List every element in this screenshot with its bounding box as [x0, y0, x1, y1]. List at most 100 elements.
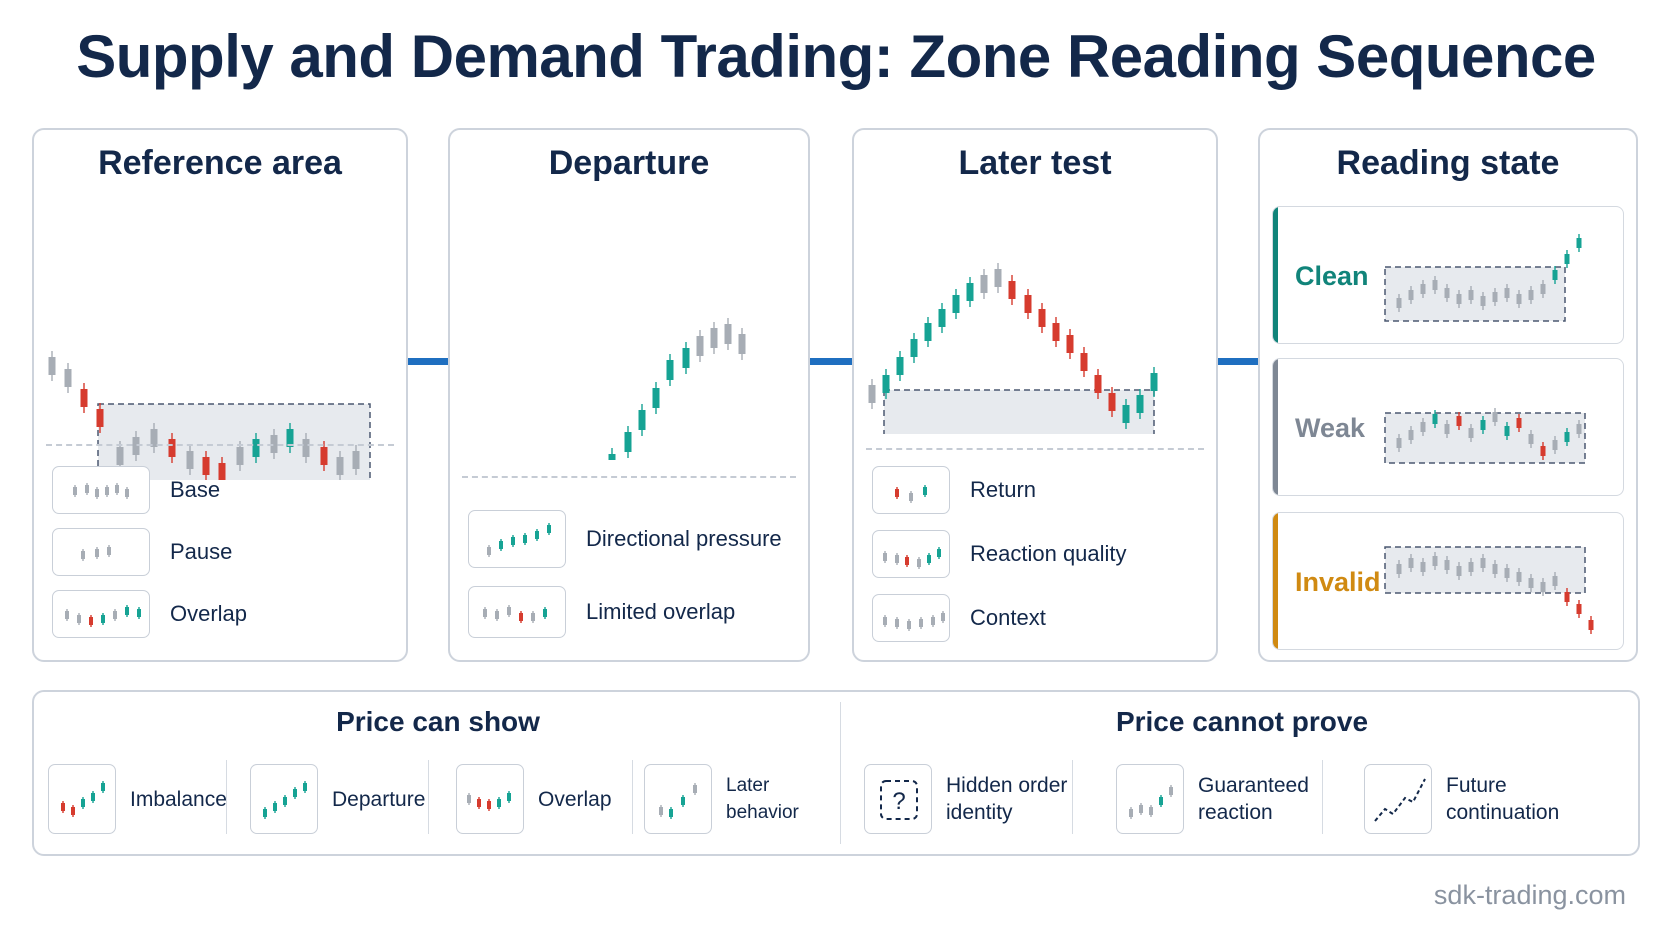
candle: [669, 807, 673, 819]
candle: [1504, 422, 1510, 440]
candle: [91, 791, 95, 803]
candle: [1408, 286, 1414, 304]
candle: [1408, 554, 1414, 572]
panel-title: Departure: [548, 144, 710, 182]
candle: [937, 547, 941, 559]
footer-watermark: sdk-trading.com: [1433, 880, 1626, 910]
item-label: Future continuation: [1446, 774, 1560, 824]
candle: [535, 529, 539, 541]
section-divider: [462, 476, 796, 478]
candle: [320, 441, 328, 471]
legend-label: Reaction quality: [970, 541, 1127, 566]
item-divider: [1322, 760, 1323, 834]
candle: [1456, 412, 1462, 430]
candle: [1136, 389, 1144, 419]
candle: [495, 609, 499, 621]
candle: [693, 783, 697, 795]
candle: [931, 615, 935, 627]
candle: [905, 555, 909, 567]
candle: [1456, 562, 1462, 580]
later-behavior-icon: [644, 764, 712, 834]
zone-box: [1384, 412, 1586, 464]
candle: [682, 342, 690, 374]
candle: [909, 491, 913, 503]
candle: [652, 382, 660, 414]
context-candles-icon: [872, 594, 950, 642]
item-divider: [428, 760, 429, 834]
candle: [1038, 303, 1046, 333]
legend-label: Context: [970, 605, 1046, 630]
section-divider: [46, 444, 394, 446]
candle: [507, 791, 511, 803]
candle: [1408, 426, 1414, 444]
item-label: Later behavior: [726, 775, 799, 823]
section-divider: [866, 448, 1204, 450]
candle: [1564, 250, 1570, 268]
candle: [724, 318, 732, 350]
state-label: Weak: [1295, 413, 1366, 443]
candle: [487, 545, 491, 557]
candle: [302, 433, 310, 463]
candle: [1066, 329, 1074, 359]
candle: [80, 383, 88, 413]
candle: [81, 797, 85, 809]
candle: [477, 797, 481, 809]
overlap-candles-icon: [52, 590, 150, 638]
state-accent-bar: [1273, 207, 1278, 343]
directional-candles-icon: [468, 510, 566, 568]
candle: [896, 351, 904, 381]
candle: [96, 403, 104, 433]
candle: [101, 613, 105, 625]
legend-label: Pause: [170, 539, 233, 564]
candle: [1480, 292, 1486, 310]
candle: [1444, 420, 1450, 438]
candle: [980, 269, 988, 299]
item-divider: [632, 760, 633, 834]
candle: [1129, 807, 1133, 819]
candle: [273, 801, 277, 813]
candle: [1468, 558, 1474, 576]
candle: [919, 617, 923, 629]
item-label: Departure: [332, 787, 426, 811]
candle: [624, 426, 632, 458]
candle: [547, 523, 551, 535]
imbalance-icon: [48, 764, 116, 834]
item-label: Hidden order identity: [946, 774, 1068, 824]
candle: [1516, 414, 1522, 432]
legend-label: Directional pressure: [586, 526, 782, 551]
candle: [113, 609, 117, 621]
candle: [883, 551, 887, 563]
candle: [1108, 387, 1116, 417]
dashed-trend-icon: [1364, 764, 1432, 834]
limited-overlap-candles-icon: [468, 586, 566, 638]
cannot-prove-title: Price cannot prove: [1115, 706, 1369, 737]
candle: [150, 423, 158, 453]
candle: [608, 448, 616, 460]
state-card-invalid: Invalid: [1272, 512, 1624, 650]
panel-later-test: Later test Return Reaction quality Conte…: [852, 128, 1218, 662]
candle: [1396, 294, 1402, 312]
candle: [1552, 572, 1558, 590]
candle: [941, 611, 945, 623]
candle: [883, 615, 887, 627]
candle: [1008, 275, 1016, 305]
candle: [252, 433, 260, 463]
candle: [1528, 286, 1534, 304]
panel-title: Reading state: [1336, 144, 1560, 182]
candle: [1420, 418, 1426, 436]
candle: [115, 483, 119, 495]
candle: [966, 277, 974, 307]
candle: [64, 363, 72, 393]
state-label: Clean: [1295, 261, 1369, 291]
candle: [1576, 600, 1582, 618]
candle: [1576, 234, 1582, 252]
candle: [666, 354, 674, 386]
candle: [1492, 560, 1498, 578]
candle: [952, 289, 960, 319]
state-accent-bar: [1273, 359, 1278, 495]
candle: [927, 553, 931, 565]
candle: [1516, 290, 1522, 308]
state-accent-bar: [1273, 513, 1278, 649]
candle: [907, 619, 911, 631]
candle: [638, 404, 646, 436]
